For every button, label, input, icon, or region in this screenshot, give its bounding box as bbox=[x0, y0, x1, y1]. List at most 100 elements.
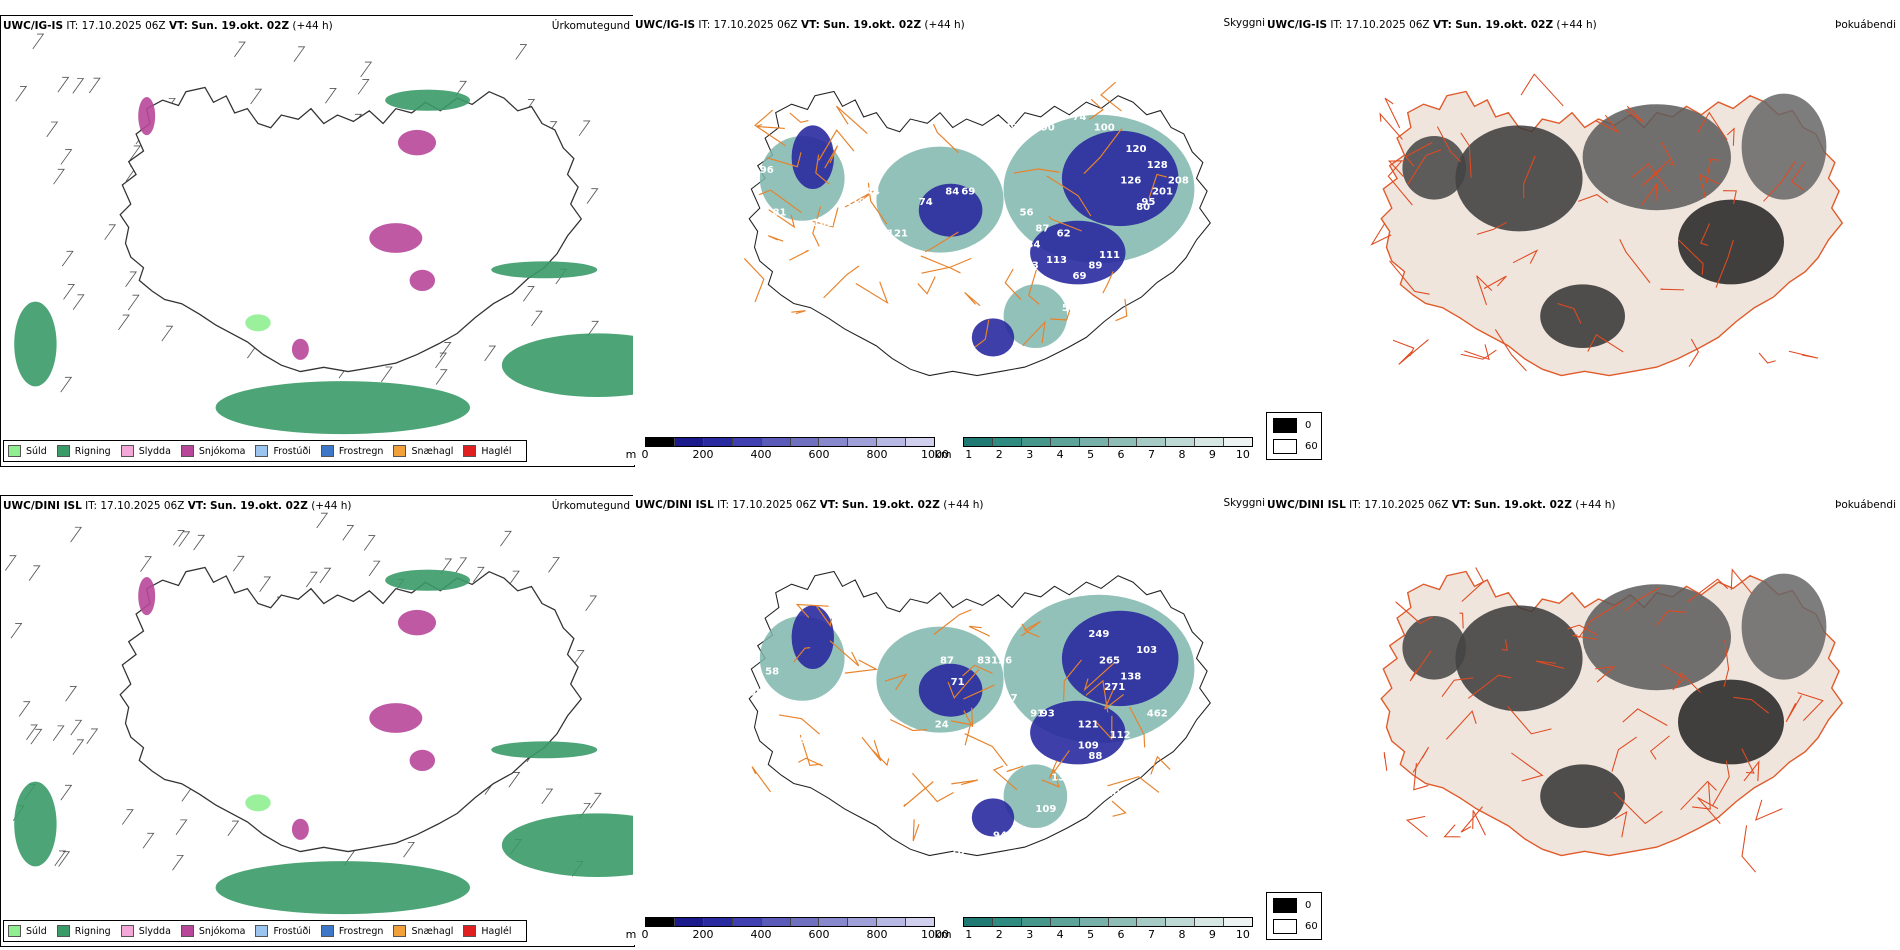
road bbox=[1723, 190, 1737, 204]
cloudbase-label: 18 bbox=[1120, 101, 1134, 112]
precip-legend: Súld Rigning Slydda Snjókoma Frostúði Fr… bbox=[3, 440, 527, 462]
wind-barb bbox=[541, 788, 554, 805]
road bbox=[1395, 601, 1433, 624]
legend-item-snaehagl: Snæhagl bbox=[393, 925, 453, 937]
cloudbase-visibility-panel-row2: 89 58 85 129 98 24 87 71 83126 97 91 93 121 249 265 271… bbox=[633, 495, 1265, 945]
road bbox=[767, 235, 784, 242]
cloudbase-label: 88 bbox=[951, 335, 965, 346]
cloudbase-label: 89 bbox=[1088, 260, 1102, 271]
road bbox=[1741, 748, 1755, 774]
cloudbase-label: 91 bbox=[1030, 709, 1044, 720]
cloudbase-label: 119 bbox=[845, 197, 866, 208]
fog-map-row2 bbox=[1265, 495, 1900, 945]
road bbox=[1107, 776, 1160, 793]
fog-panel-row1: UWC/IG-IS IT: 17.10.2025 06Z VT: Sun. 19… bbox=[1265, 15, 1900, 465]
wind-barb bbox=[72, 294, 85, 310]
colorbar-cell bbox=[906, 438, 935, 446]
fog-area bbox=[1741, 573, 1827, 680]
colorbar-cell bbox=[1137, 918, 1167, 926]
road bbox=[1790, 161, 1806, 191]
road bbox=[911, 772, 954, 803]
road bbox=[1472, 810, 1486, 836]
road bbox=[1705, 158, 1721, 184]
colorbar-cell bbox=[790, 918, 820, 926]
cloudbase-area bbox=[791, 125, 834, 189]
road bbox=[963, 684, 995, 700]
colorbar-cell bbox=[1166, 438, 1196, 446]
fog-area bbox=[1402, 616, 1466, 680]
cloudbase-area bbox=[1061, 610, 1179, 707]
cloudbase-area bbox=[971, 318, 1015, 357]
wind-barb bbox=[435, 352, 447, 369]
colorbar-cell bbox=[1224, 438, 1253, 446]
wind-barb bbox=[368, 560, 381, 577]
colorbar-cell bbox=[1050, 438, 1080, 446]
cloudbase-label: 62 bbox=[1057, 229, 1071, 240]
wind-barb bbox=[88, 77, 101, 94]
wind-barb bbox=[548, 557, 560, 573]
road bbox=[1407, 149, 1442, 185]
road bbox=[1520, 73, 1564, 107]
colorbar-cell bbox=[1166, 918, 1196, 926]
road bbox=[1501, 639, 1508, 651]
model-name: UWC/IG-IS bbox=[3, 20, 64, 32]
colorbar-cells bbox=[645, 917, 935, 927]
road bbox=[1680, 780, 1717, 811]
legend-item-slydda: Slydda bbox=[120, 925, 171, 937]
colorbar-cell bbox=[646, 438, 675, 446]
road bbox=[1022, 320, 1046, 347]
wind-barb bbox=[232, 555, 245, 572]
road bbox=[903, 781, 934, 807]
legend-swatch bbox=[463, 445, 477, 457]
cloudbase-label: 97 bbox=[1004, 693, 1018, 704]
road bbox=[1102, 270, 1114, 294]
road bbox=[964, 733, 1008, 767]
legend-item-frostudi: Frostúði bbox=[255, 445, 311, 457]
wind-barb bbox=[587, 320, 599, 337]
road bbox=[1676, 671, 1701, 693]
road bbox=[968, 625, 990, 637]
wind-barb bbox=[60, 149, 73, 165]
legend-swatch bbox=[320, 925, 334, 937]
road bbox=[1711, 760, 1730, 807]
cloudbase-label: 87 bbox=[1035, 223, 1049, 234]
wind-barb bbox=[54, 850, 67, 867]
road bbox=[1661, 664, 1686, 691]
road bbox=[1698, 173, 1720, 198]
road bbox=[768, 209, 796, 229]
legend-swatch bbox=[180, 445, 194, 457]
wind-barb bbox=[259, 576, 272, 593]
precip-area bbox=[397, 129, 437, 156]
wind-barb bbox=[193, 534, 206, 551]
colorbar-cell bbox=[790, 438, 820, 446]
wind-barb bbox=[173, 530, 185, 546]
cloudbase-label: 94 bbox=[993, 831, 1007, 842]
init-time: 17.10.2025 06Z bbox=[81, 20, 166, 32]
cloudbase-label: 58 bbox=[1062, 303, 1076, 314]
precip-area bbox=[409, 269, 436, 291]
road bbox=[1379, 112, 1403, 140]
wind-barb bbox=[4, 555, 17, 571]
colorbar-cells bbox=[963, 437, 1253, 447]
iceland-map bbox=[4, 512, 634, 915]
legend-swatch bbox=[8, 925, 21, 937]
road bbox=[1692, 781, 1711, 810]
precip-area bbox=[14, 301, 57, 387]
iceland-map bbox=[1265, 15, 1900, 465]
precip-area bbox=[215, 381, 470, 435]
cloudbase-label: 120 bbox=[1099, 788, 1120, 799]
cloudbase-colorbar-row2: m 0 200 400 600 800 1000 bbox=[626, 917, 949, 941]
road bbox=[1595, 114, 1619, 134]
cloudbase-label: 249 bbox=[1088, 629, 1109, 640]
road bbox=[1578, 194, 1609, 204]
wind-barb bbox=[125, 271, 138, 288]
colorbar-unit: km bbox=[934, 448, 952, 461]
wind-barb bbox=[363, 535, 376, 551]
precip-area bbox=[501, 333, 634, 397]
wind-barb bbox=[86, 728, 99, 745]
wind-barb bbox=[484, 345, 497, 362]
fog-area bbox=[1741, 93, 1827, 200]
cloudbase-label: 69 bbox=[961, 186, 975, 197]
